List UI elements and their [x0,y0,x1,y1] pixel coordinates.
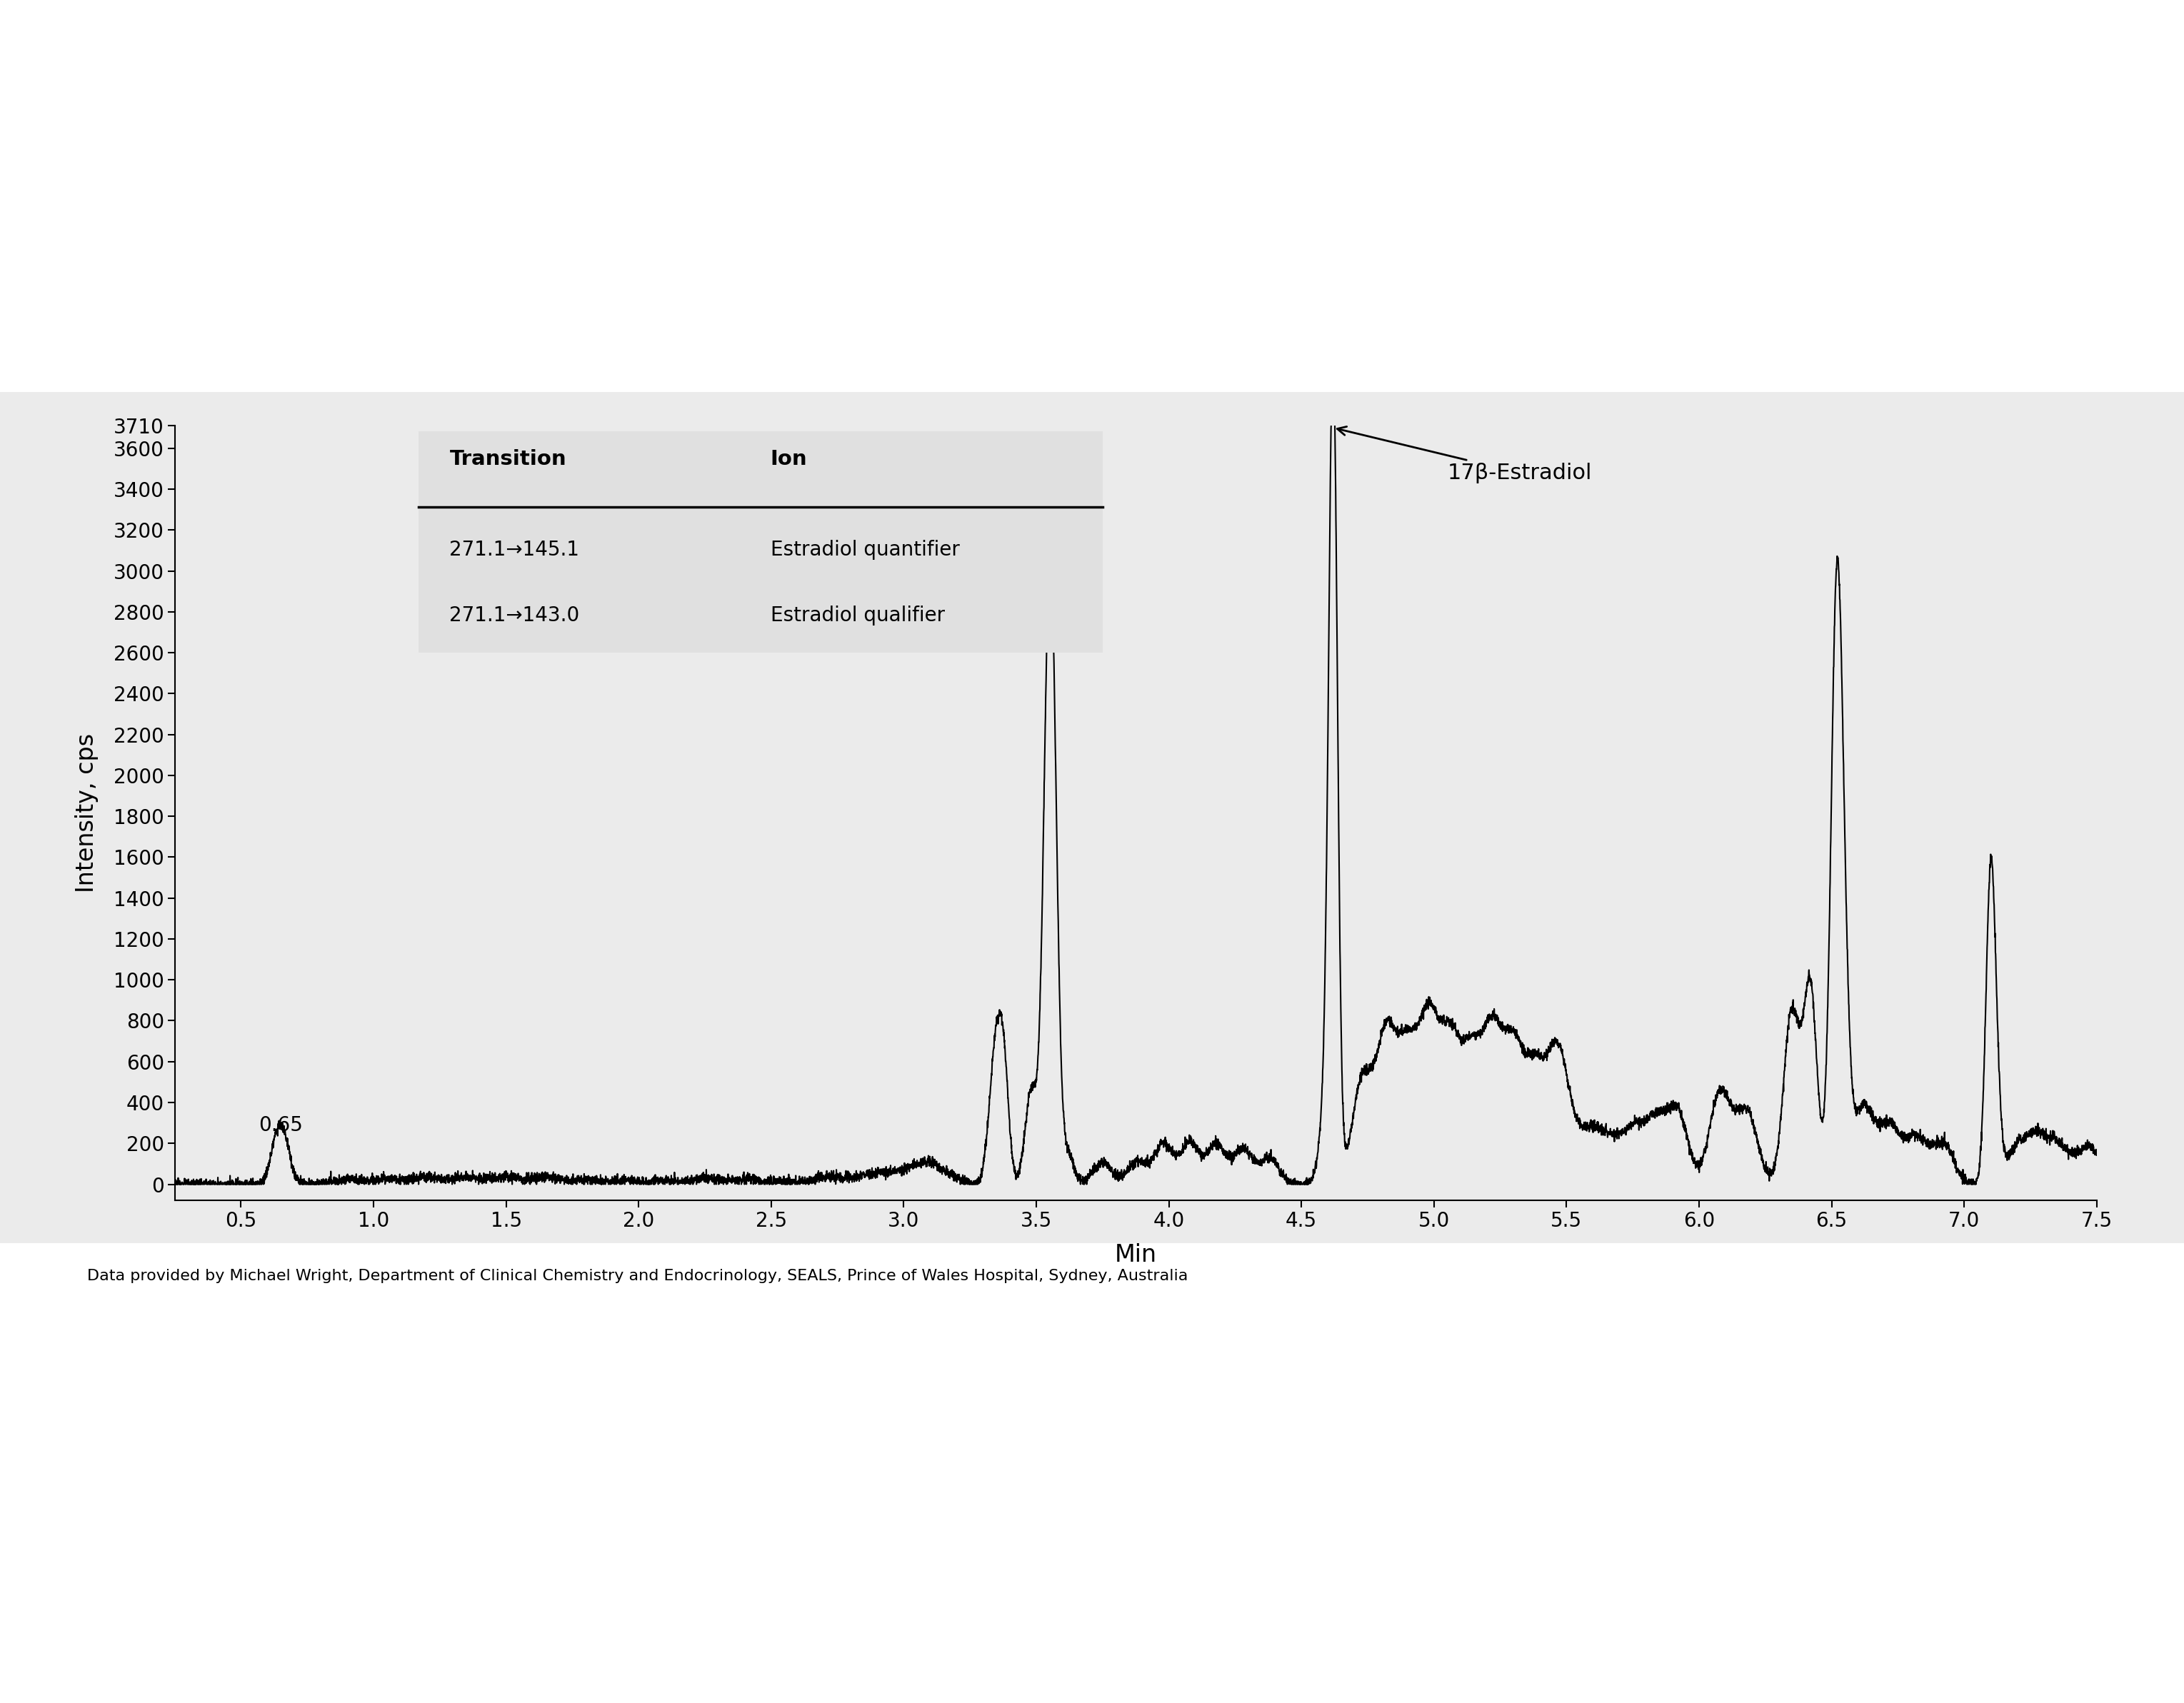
Text: Transition: Transition [450,450,566,468]
X-axis label: Min: Min [1114,1243,1158,1267]
Text: Data provided by Michael Wright, Department of Clinical Chemistry and Endocrinol: Data provided by Michael Wright, Departm… [87,1269,1188,1282]
Text: 271.1→145.1: 271.1→145.1 [450,540,579,560]
Text: 17β-Estradiol: 17β-Estradiol [1337,426,1592,484]
Text: Estradiol qualifier: Estradiol qualifier [771,606,946,625]
Text: Estradiol quantifier: Estradiol quantifier [771,540,959,560]
Text: 0.65: 0.65 [258,1115,304,1136]
FancyBboxPatch shape [419,431,1103,652]
Text: 271.1→143.0: 271.1→143.0 [450,606,579,625]
Text: Ion: Ion [771,450,808,468]
Y-axis label: Intensity, cps: Intensity, cps [74,734,98,892]
